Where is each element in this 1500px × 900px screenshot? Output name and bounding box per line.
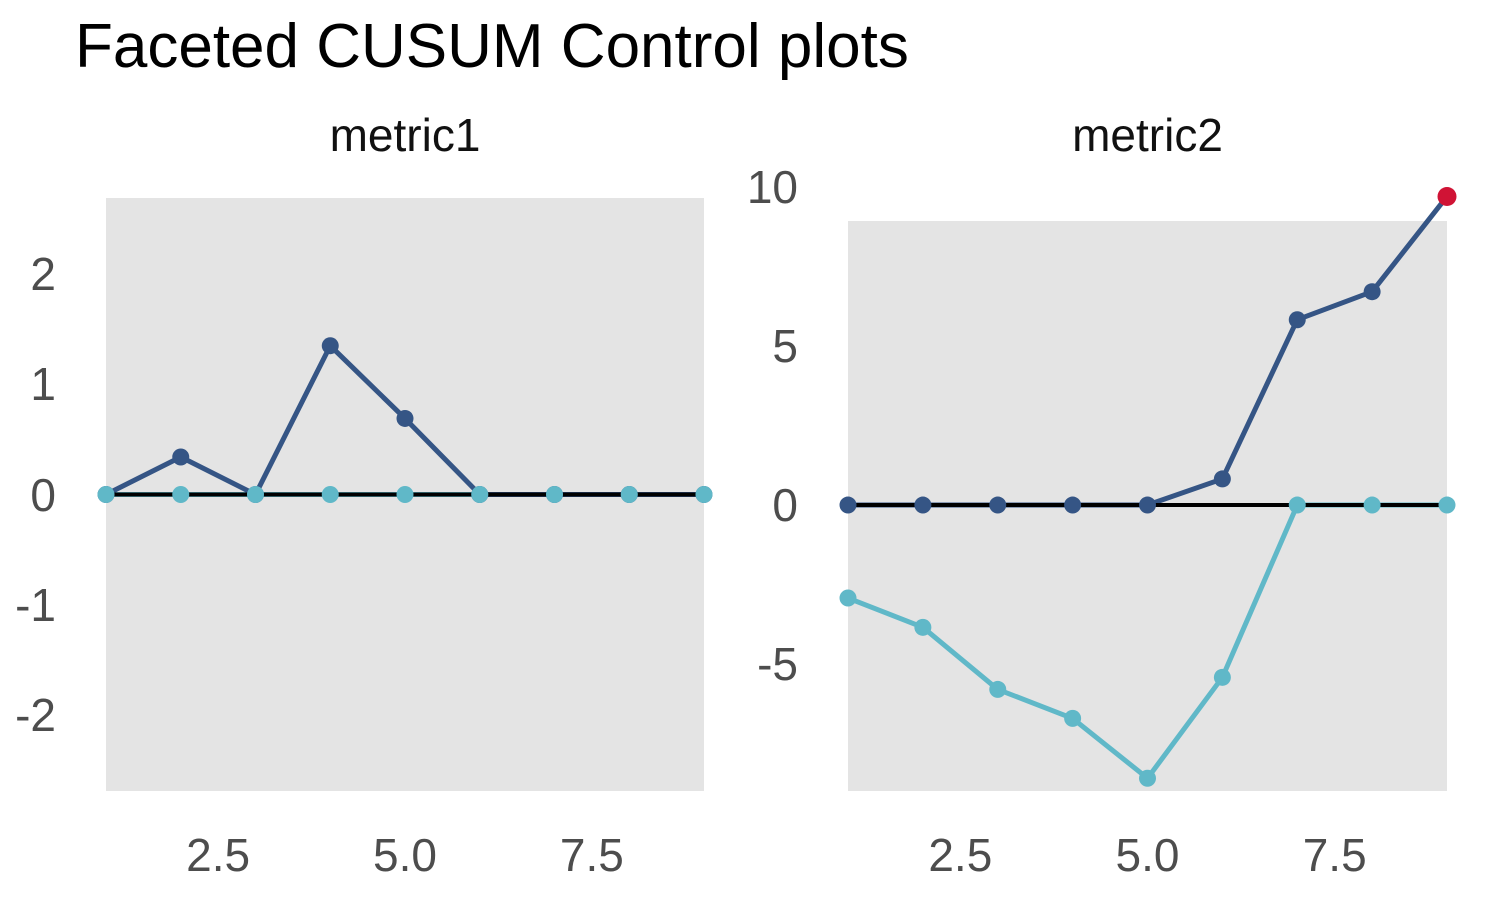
cusum_low-point-metric1 (172, 486, 190, 503)
cusum_high-point-metric2 (839, 496, 857, 514)
y-tick-metric2: 5 (772, 319, 798, 372)
cusum_low-point-metric2 (1213, 668, 1231, 686)
cusum_high-point-metric1 (321, 337, 339, 355)
y-tick-metric1: 1 (30, 358, 56, 411)
cusum_low-point-metric1 (247, 486, 264, 503)
plot-title: Faceted CUSUM Control plots (75, 12, 909, 81)
cusum_low-point-metric1 (546, 486, 563, 503)
y-tick-metric1: 2 (30, 248, 56, 301)
y-tick-metric1: -2 (15, 688, 56, 741)
y-tick-metric1: 0 (30, 468, 56, 521)
y-tick-metric1: -1 (15, 578, 56, 631)
cusum_high-point-metric2 (989, 496, 1007, 514)
facet-title-metric1: metric1 (329, 109, 481, 161)
cusum_low-point-metric1 (97, 486, 115, 503)
y-tick-metric2: 0 (772, 479, 798, 532)
cusum_low-point-metric2 (1064, 709, 1082, 727)
x-tick-metric1: 7.5 (559, 829, 624, 881)
cusum_high-point-metric2 (1288, 311, 1306, 329)
cusum_low-point-metric2 (1363, 496, 1381, 514)
cusum_low-point-metric1 (695, 486, 713, 503)
violation-point-metric2 (1437, 186, 1457, 206)
cusum_low-point-metric1 (471, 486, 489, 503)
x-tick-metric2: 2.5 (928, 829, 993, 881)
cusum_low-point-metric2 (1438, 496, 1456, 514)
x-tick-metric1: 2.5 (186, 829, 251, 881)
cusum_low-point-metric1 (396, 486, 414, 503)
cusum_low-point-metric2 (839, 589, 857, 607)
cusum_low-point-metric1 (620, 486, 638, 503)
cusum_high-point-metric2 (1139, 496, 1156, 514)
cusum_high-point-metric1 (396, 409, 414, 427)
facet-title-metric2: metric2 (1072, 109, 1223, 161)
y-tick-metric2: 10 (746, 160, 798, 213)
cusum_low-point-metric2 (1139, 769, 1156, 787)
cusum_high-point-metric2 (1363, 283, 1381, 301)
x-tick-metric2: 7.5 (1302, 829, 1367, 881)
cusum_low-point-metric2 (989, 680, 1007, 698)
cusum_high-point-metric2 (914, 496, 932, 514)
cusum_low-point-metric2 (1288, 496, 1306, 514)
cusum_high-point-metric1 (172, 448, 190, 466)
y-tick-metric2: -5 (757, 638, 798, 691)
cusum_high-point-metric2 (1213, 470, 1231, 488)
x-tick-metric2: 5.0 (1115, 829, 1180, 881)
x-tick-metric1: 5.0 (373, 829, 437, 881)
cusum_low-point-metric2 (914, 618, 932, 636)
cusum_high-point-metric2 (1064, 496, 1082, 514)
cusum_low-point-metric1 (321, 486, 339, 503)
